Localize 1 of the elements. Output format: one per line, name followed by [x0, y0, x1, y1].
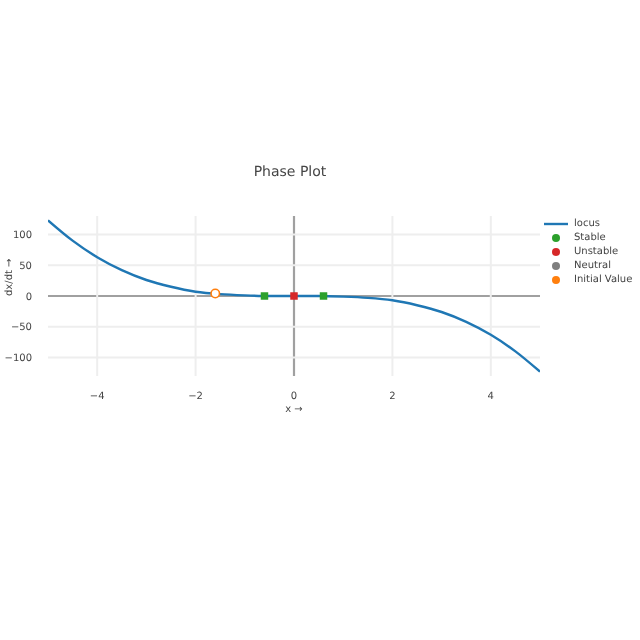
line-series: [48, 219, 540, 373]
